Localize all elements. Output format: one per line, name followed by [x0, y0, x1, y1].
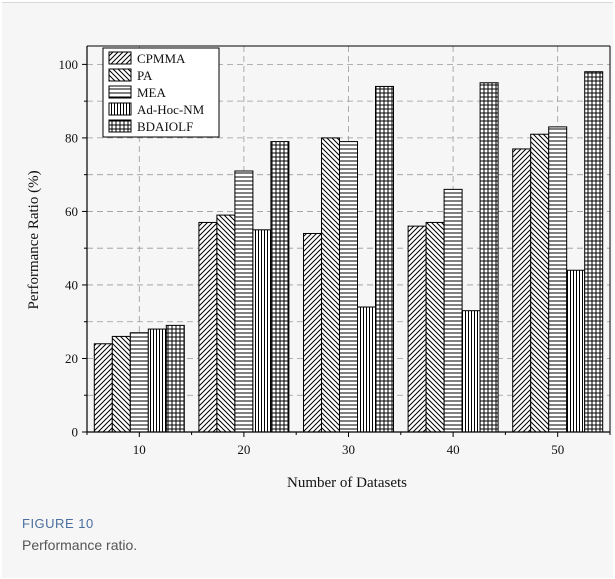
x-axis-title: Number of Datasets: [287, 475, 407, 491]
bar-bdaiolf-40: [479, 82, 499, 433]
axes: [82, 45, 611, 437]
x-tick-label-10: 10: [133, 442, 146, 457]
legend-swatch-bdaiolf: [108, 119, 132, 133]
bar-cpmma-40: [407, 225, 427, 433]
bar-mea-20: [234, 170, 254, 433]
bars: [93, 71, 604, 433]
bar-ad-hoc-nm-40: [461, 310, 481, 433]
legend-swatch-pa: [108, 68, 132, 82]
figure-caption: Performance ratio.: [22, 537, 138, 553]
bar-ad-hoc-nm-50: [566, 269, 586, 433]
bar-cpmma-30: [303, 232, 322, 433]
legend-swatch-ad-hoc-nm: [108, 102, 132, 116]
x-tick-label-40: 40: [447, 442, 460, 457]
bar-bdaiolf-50: [584, 71, 604, 433]
bar-mea-10: [129, 332, 149, 433]
legend-label-cpmma: CPMMA: [137, 51, 186, 66]
figure-label: FIGURE 10: [22, 516, 94, 531]
bar-pa-40: [425, 221, 445, 433]
bar-mea-30: [339, 141, 358, 433]
legend-label-ad-hoc-nm: Ad-Hoc-NM: [137, 102, 205, 117]
y-tick-label-80: 80: [65, 130, 78, 145]
y-tick-label-100: 100: [59, 57, 79, 72]
bar-pa-20: [216, 214, 236, 433]
legend-label-bdaiolf: BDAIOLF: [137, 119, 193, 134]
x-tick-label-20: 20: [237, 442, 250, 457]
y-tick-label-40: 40: [65, 277, 78, 292]
x-tick-label-30: 30: [342, 442, 355, 457]
bar-ad-hoc-nm-20: [252, 229, 272, 433]
bar-cpmma-50: [512, 148, 532, 433]
legend: CPMMA PA MEA Ad-Hoc-NM BDAIOLF: [102, 47, 220, 138]
x-tick-label-50: 50: [551, 442, 564, 457]
y-axis-title: Performance Ratio (%): [26, 170, 42, 309]
legend-swatch-cpmma: [108, 51, 132, 65]
legend-label-pa: PA: [137, 68, 153, 83]
bar-mea-50: [548, 126, 568, 433]
y-tick-label-20: 20: [65, 351, 78, 366]
bar-cpmma-10: [93, 343, 113, 433]
bar-mea-40: [443, 188, 463, 433]
bar-bdaiolf-10: [165, 324, 185, 433]
bar-bdaiolf-20: [270, 141, 290, 433]
y-tick-label-0: 0: [72, 425, 79, 440]
bar-pa-30: [321, 137, 340, 433]
bar-cpmma-20: [198, 221, 218, 433]
y-tick-label-60: 60: [65, 204, 78, 219]
bar-pa-10: [111, 335, 131, 433]
tick-labels: 0 20 40 60 80 100 10 20 30 40 50: [59, 57, 565, 457]
bar-ad-hoc-nm-10: [147, 328, 167, 433]
legend-label-mea: MEA: [137, 85, 167, 100]
legend-swatch-mea: [108, 85, 132, 99]
bar-pa-50: [530, 133, 550, 433]
bar-chart: 0 20 40 60 80 100 10 20 30 40 50 Number of Dataset…: [26, 45, 611, 491]
bar-bdaiolf-30: [375, 85, 394, 433]
bar-ad-hoc-nm-30: [357, 306, 376, 433]
